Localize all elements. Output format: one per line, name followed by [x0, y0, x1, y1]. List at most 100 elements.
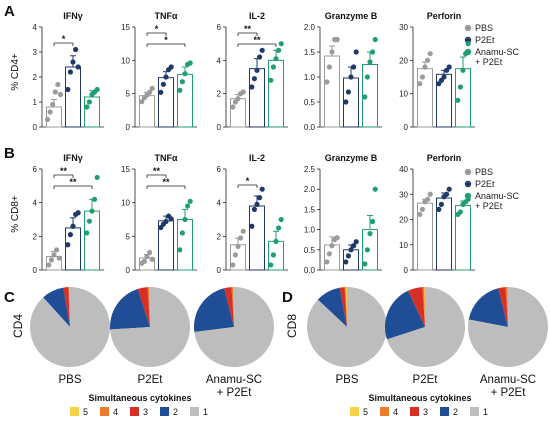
y-tick-label: 2.5	[304, 165, 316, 174]
data-point	[455, 97, 461, 103]
data-point	[457, 209, 463, 215]
y-tick-label: 0	[33, 123, 38, 132]
pie-group-label: Anamu-SC	[206, 374, 262, 386]
data-point	[141, 258, 147, 264]
data-point	[232, 252, 238, 258]
pie-slice-3	[407, 287, 425, 327]
legend-label-anamu-2: + P2Et	[475, 57, 503, 67]
bar	[230, 98, 246, 128]
data-point	[278, 41, 284, 47]
data-point	[57, 91, 64, 98]
data-point	[86, 99, 92, 105]
data-point	[254, 201, 260, 207]
sig-label: *	[246, 176, 250, 186]
pie-slice-4	[231, 287, 234, 327]
y-tick-label: 0	[404, 266, 409, 275]
panel-letter-c: C	[4, 289, 15, 306]
pie-slice-5	[233, 287, 234, 327]
legend-dot-pbs	[464, 168, 472, 176]
cytokine-swatch-1	[190, 407, 199, 416]
bar	[177, 219, 193, 271]
y-tick-label: 30	[399, 23, 408, 32]
data-point	[46, 262, 52, 268]
data-point	[168, 216, 174, 222]
bar	[324, 55, 340, 128]
sig-label: **	[69, 177, 77, 187]
bar	[249, 205, 265, 271]
pie-slice-2	[317, 287, 347, 327]
bar	[84, 210, 100, 271]
data-point	[94, 86, 100, 93]
cytokine-label-5: 5	[83, 407, 88, 417]
sig-label: *	[155, 24, 159, 34]
subplot-ifn-: IFNγ 0 2 4 6 ****	[33, 153, 104, 275]
sig-label: **	[153, 166, 161, 176]
legend-label-anamu: Anamu-SC	[475, 47, 520, 57]
data-point	[44, 116, 51, 123]
data-point	[249, 84, 255, 90]
data-point	[343, 259, 349, 265]
subplot-granzyme-b: Granzyme B 0.0 0.5 1.0 1.5 2.0 2.5	[304, 153, 382, 275]
pie-slice-1	[306, 287, 387, 368]
data-point	[362, 94, 368, 100]
cytokine-label-1: 1	[203, 407, 208, 417]
cytokine-swatch-5	[70, 407, 79, 416]
y-tick-label: 0.5	[304, 246, 316, 255]
data-point	[364, 247, 370, 253]
pie-group-label: + P2Et	[491, 387, 527, 399]
y-tick-label: 5	[126, 232, 131, 241]
data-point	[367, 59, 373, 65]
data-point	[268, 77, 274, 83]
sig-label: *	[164, 35, 168, 45]
pie-row-c: PBS P2Et Anamu-SC+ P2Et	[29, 287, 274, 399]
data-point	[254, 67, 260, 73]
bar	[268, 59, 284, 128]
data-point	[345, 89, 351, 95]
data-point	[54, 247, 60, 253]
data-point	[422, 64, 428, 70]
data-point	[273, 238, 279, 244]
y-tick-label: 10	[399, 241, 408, 250]
panel-letter-a: A	[4, 3, 15, 20]
data-point	[259, 47, 265, 53]
data-point	[177, 247, 183, 253]
pie-slice-4	[505, 287, 508, 327]
data-point	[329, 49, 335, 55]
y-tick-label: 2	[217, 90, 222, 99]
pie-slice-3	[137, 287, 150, 327]
y-tick-label: 15	[121, 165, 130, 174]
data-point	[84, 230, 90, 236]
y-tick-label: 10	[399, 90, 408, 99]
data-point	[89, 208, 95, 214]
cytokine-label-2: 2	[453, 407, 458, 417]
data-point	[370, 49, 376, 55]
subplot-tnf-: TNFα 0 5 10 15 ****	[121, 153, 197, 275]
data-point	[463, 51, 469, 57]
subplot-title: IL-2	[249, 153, 265, 163]
data-point	[230, 104, 236, 110]
pie-slice-1	[194, 287, 274, 367]
y-tick-label: 2	[217, 232, 222, 241]
bar	[417, 68, 433, 128]
data-point	[353, 239, 359, 245]
bar	[84, 96, 100, 128]
data-point	[419, 74, 425, 80]
data-point	[65, 242, 71, 248]
subplot-title: TNFα	[154, 11, 177, 21]
data-point	[276, 225, 282, 231]
legend-dot-pbs	[464, 24, 472, 32]
pie-slice-5	[507, 287, 508, 327]
legend-label-anamu-2: + P2Et	[475, 201, 503, 211]
data-point	[163, 218, 169, 225]
data-point	[168, 64, 174, 70]
data-point	[348, 247, 354, 253]
y-tick-label: 4	[33, 23, 38, 32]
subplot-il-2: IL-2 0 2 4 6 ****	[217, 11, 288, 132]
data-point	[257, 54, 263, 60]
data-point	[278, 216, 284, 223]
pie-p2et: P2Et	[385, 287, 465, 386]
pie-slice-3	[63, 287, 70, 327]
y-tick-label: 40	[399, 165, 408, 174]
data-point	[70, 223, 76, 229]
pie-slice-2	[385, 290, 425, 340]
